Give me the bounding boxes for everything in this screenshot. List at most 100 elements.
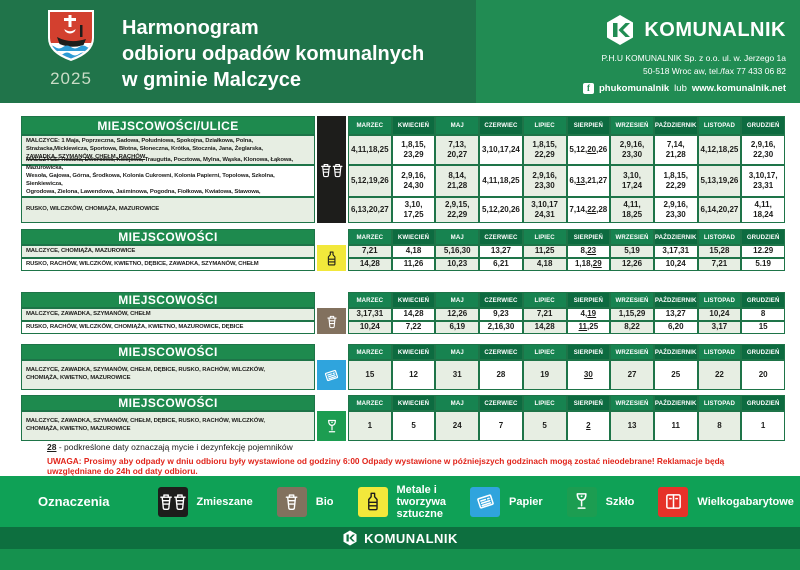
date-cell: 28: [479, 360, 523, 390]
month-header: PAŹDZIERNIK: [653, 344, 698, 360]
date-cell: 5,16,30: [435, 245, 480, 258]
date-cell: 8,22: [610, 321, 654, 334]
date-cell: 5,12,20,26: [479, 197, 523, 223]
komunalnik-mark-icon: [607, 15, 634, 45]
legend-label: Papier: [509, 495, 543, 508]
date-cell: 2,9,16, 23,30: [522, 165, 567, 197]
date-cell: 5,19: [610, 245, 654, 258]
date-cell: 3,10, 17,25: [391, 197, 436, 223]
legend-items: Zmieszane Bio Metale i tworzywa sztuczne Pa…: [157, 484, 800, 520]
month-header: CZERWIEC: [479, 229, 523, 245]
date-cell: 6,14,20,27: [697, 197, 742, 223]
glass-icon: [566, 486, 597, 517]
schedule-table-metale-tworzywa: MIEJSCOWOŚCI MARZEC KWIECIEŃ MAJ CZERWIEC LIP…: [21, 229, 785, 271]
date-cell: 8: [741, 308, 785, 321]
legend-item-metale: Metale i tworzywa sztuczne: [357, 484, 446, 520]
schedule-table-zmieszane: MIEJSCOWOŚCI/ULICE MARZEC KWIECIEŃ MAJ CZERW…: [21, 116, 785, 223]
month-header: MAJ: [435, 292, 480, 308]
month-header: LISTOPAD: [697, 292, 742, 308]
places-cell: MALCZYCE, CHOMIĄŻA, MAZUROWICE: [21, 245, 315, 258]
month-header: PAŹDZIERNIK: [653, 229, 698, 245]
schedule-table-szklo: MIEJSCOWOŚCI MARZEC KWIECIEŃ MAJ CZERWIEC LIP…: [21, 395, 785, 441]
month-header: MARZEC: [348, 229, 392, 245]
month-header: SIERPIEŃ: [566, 292, 611, 308]
date-cell: 5: [391, 411, 436, 441]
year-label: 2025: [50, 69, 92, 88]
month-header: WRZESIEŃ: [610, 395, 654, 411]
date-cell: 2,9,15, 22,29: [435, 197, 480, 223]
date-cell: 4,18: [522, 258, 567, 271]
date-cell: 7,14, 22,28: [566, 197, 611, 223]
facebook-handle: phukomunalnik: [598, 83, 670, 94]
date-cell: 11,25: [566, 321, 611, 334]
company-address: P.H.U KOMUNALNIK Sp. z o.o. ul. w. Jerze…: [601, 52, 786, 78]
page-title: Harmonogram odbioru odpadów komunalnych …: [122, 15, 424, 93]
bin-icon: [317, 308, 346, 334]
date-cell: 11,26: [391, 258, 436, 271]
date-cell: 3,10,17,24: [479, 135, 523, 165]
company-address-line2: 50-518 Wroc aw, tel./fax 77 433 06 82: [642, 66, 786, 76]
month-header: LISTOPAD: [697, 229, 742, 245]
furniture-icon: [658, 486, 689, 517]
date-cell: 4,11,18,25: [348, 135, 392, 165]
crest-block: 2025: [30, 9, 112, 89]
month-header: LIPIEC: [522, 116, 567, 135]
places-cell: MALCZYCE: Różana, Dworcowa, Kolejowa, Tr…: [21, 157, 315, 203]
month-header: LIPIEC: [522, 292, 567, 308]
date-cell: 7,13, 20,27: [435, 135, 480, 165]
date-cell: 14,28: [348, 258, 392, 271]
date-cell: 8, 23: [566, 245, 611, 258]
date-cell: 7: [479, 411, 523, 441]
date-cell: 3,17,31: [653, 245, 698, 258]
date-cell: 4,12,18,25: [697, 135, 742, 165]
date-cell: 7,14, 21,28: [653, 135, 698, 165]
company-panel: KOMUNALNIK P.H.U KOMUNALNIK Sp. z o.o. u…: [476, 0, 800, 103]
footnote-marker: 28: [47, 442, 57, 452]
month-header: KWIECIEŃ: [391, 395, 436, 411]
month-header: GRUDZIEŃ: [741, 344, 785, 360]
date-cell: 10,24: [653, 258, 698, 271]
date-cell: 1: [741, 411, 785, 441]
month-header: LISTOPAD: [697, 344, 742, 360]
month-header: KWIECIEŃ: [391, 116, 436, 135]
legend-label: Wielkogabarytowe: [697, 495, 794, 508]
places-cell: MALCZYCE, ZAWADKA, SZYMANÓW, CHEŁM, DĘBI…: [21, 360, 315, 390]
date-cell: 4,11,18,25: [610, 197, 654, 223]
month-header: LIPIEC: [522, 344, 567, 360]
date-cell: 12.29: [741, 245, 785, 258]
date-cell: 2,16,30: [479, 321, 523, 334]
places-cell: MALCZYCE: 1 Maja, Poprzeczna, Sadowa, Po…: [21, 135, 315, 165]
month-header: MARZEC: [348, 292, 392, 308]
title-line-1: Harmonogram: [122, 17, 259, 39]
date-cell: 15: [348, 360, 392, 390]
legend-item-papier: Papier: [470, 486, 543, 517]
date-cell: 8: [697, 411, 742, 441]
month-header: MARZEC: [348, 395, 392, 411]
legend-item-wielkogabarytowe: Wielkogabarytowe: [658, 486, 794, 517]
bottle-icon: [317, 245, 346, 271]
date-cell: 2: [566, 411, 611, 441]
title-line-3: w gminie Malczyce: [122, 69, 301, 91]
places-cell: MALCZYCE, ZAWADKA, SZYMANÓW, CHEŁM, DĘBI…: [21, 411, 315, 441]
warning-note: UWAGA: Prosimy aby odpady w dniu odbioru…: [47, 456, 725, 476]
date-cell: 2,9,16, 23,30: [653, 197, 698, 223]
month-header: GRUDZIEŃ: [741, 116, 785, 135]
company-social: f phukomunalnik lub www.komunalnik.net: [582, 83, 786, 94]
date-cell: 15: [741, 321, 785, 334]
places-cell: RUSKO, WILCZKÓW, CHOMIĄŻA, MAZUROWICE: [21, 197, 315, 223]
date-cell: 13,27: [479, 245, 523, 258]
legend-item-bio: Bio: [276, 486, 334, 517]
date-cell: 13,27: [653, 308, 698, 321]
month-header: MAJ: [435, 344, 480, 360]
date-cell: 1,15,29: [610, 308, 654, 321]
month-header: WRZESIEŃ: [610, 344, 654, 360]
month-header: PAŹDZIERNIK: [653, 116, 698, 135]
date-cell: 27: [610, 360, 654, 390]
places-cell: MALCZYCE, ZAWADKA, SZYMANÓW, CHEŁM: [21, 308, 315, 321]
date-cell: 12,26: [610, 258, 654, 271]
month-header: WRZESIEŃ: [610, 116, 654, 135]
date-cell: 13: [610, 411, 654, 441]
date-cell: 25: [653, 360, 698, 390]
date-cell: 20: [741, 360, 785, 390]
